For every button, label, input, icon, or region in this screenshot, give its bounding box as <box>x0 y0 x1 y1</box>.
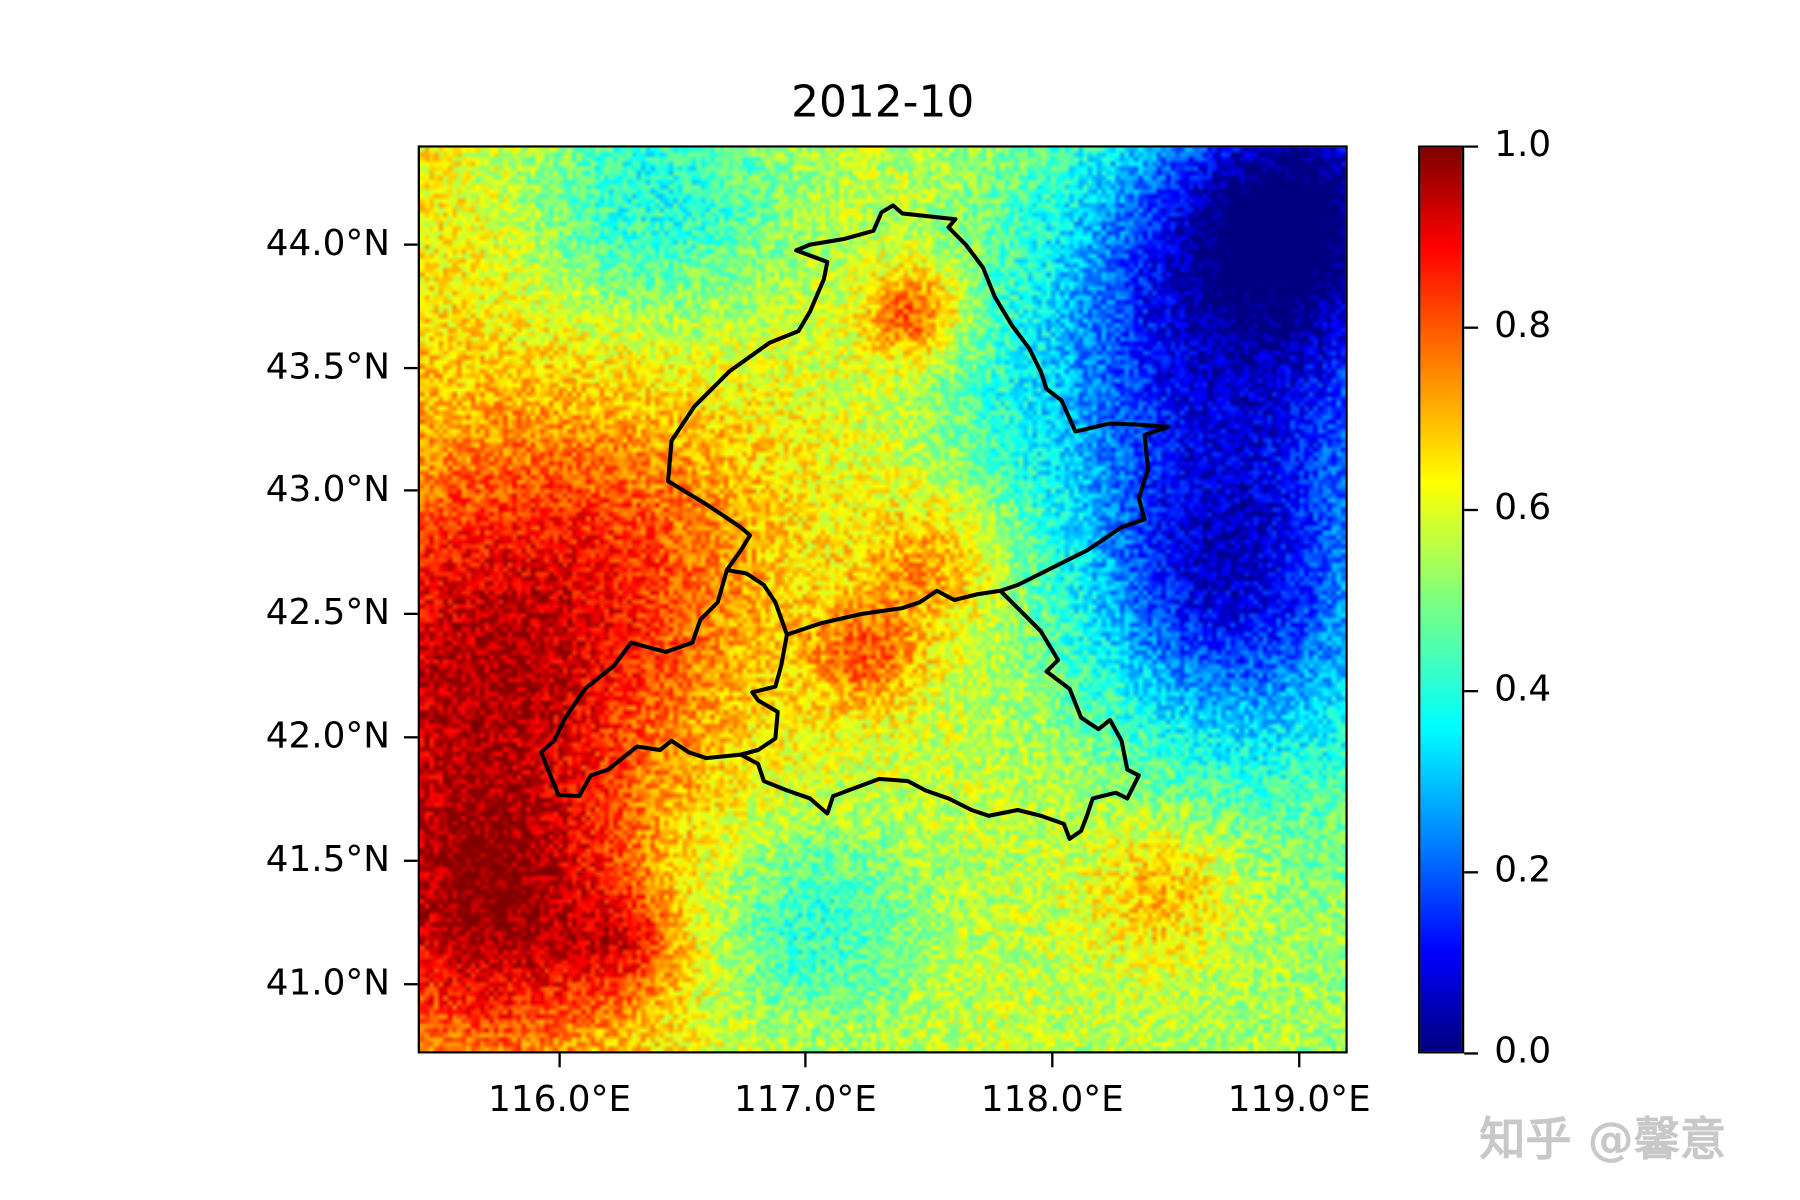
x-tick-mark <box>804 1053 807 1068</box>
x-tick-mark <box>558 1053 561 1068</box>
y-tick-mark <box>403 243 418 246</box>
colorbar-tick-label: 0.2 <box>1494 849 1552 891</box>
colorbar <box>1418 145 1465 1054</box>
watermark: 知乎 @馨意 <box>1479 1113 1727 1167</box>
y-tick-mark <box>403 489 418 492</box>
y-tick-label: 42.5°N <box>265 591 391 634</box>
y-tick-label: 43.5°N <box>265 346 391 388</box>
y-tick-label: 42.0°N <box>265 715 391 757</box>
colorbar-tick-mark <box>1464 690 1479 693</box>
boundary-south-region <box>739 589 1141 841</box>
colorbar-tick-label: 0.8 <box>1494 304 1552 347</box>
colorbar-tick-mark <box>1464 508 1479 512</box>
map-plot-area <box>417 145 1348 1054</box>
y-tick-mark <box>403 859 418 862</box>
y-tick-label: 41.5°N <box>265 838 391 881</box>
boundary-west-region <box>539 569 789 799</box>
y-tick-mark <box>403 736 418 739</box>
x-tick-mark <box>1051 1053 1054 1068</box>
y-tick-label: 44.0°N <box>265 222 391 265</box>
colorbar-tick-label: 0.6 <box>1494 486 1552 529</box>
colorbar-tick-label: 0.4 <box>1494 668 1552 710</box>
x-tick-label: 118.0°E <box>980 1078 1124 1121</box>
colorbar-tick-label: 0.0 <box>1494 1030 1552 1072</box>
x-tick-label: 116.0°E <box>488 1078 632 1121</box>
colorbar-tick-mark <box>1464 871 1479 874</box>
colorbar-tick-mark <box>1464 326 1479 329</box>
colorbar-tick-mark <box>1464 145 1479 148</box>
x-tick-label: 117.0°E <box>733 1078 877 1121</box>
region-boundaries <box>539 203 1170 841</box>
x-tick-mark <box>1298 1053 1301 1068</box>
colorbar-tick-label: 1.0 <box>1494 123 1552 166</box>
y-tick-mark <box>403 612 418 616</box>
boundary-north-region <box>666 203 1170 637</box>
x-tick-label: 119.0°E <box>1227 1078 1371 1121</box>
y-tick-label: 43.0°N <box>265 468 391 511</box>
heatmap-raster <box>420 147 1346 1052</box>
chart-title: 2012-10 <box>791 76 975 127</box>
y-tick-label: 41.0°N <box>265 962 391 1004</box>
y-tick-mark <box>403 983 418 986</box>
y-tick-mark <box>403 366 418 370</box>
colorbar-tick-mark <box>1464 1052 1479 1055</box>
